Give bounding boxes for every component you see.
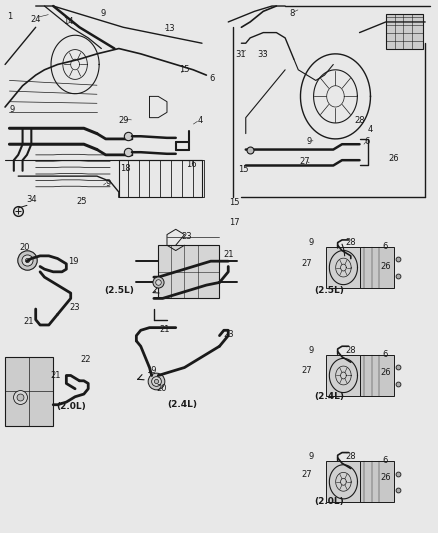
Text: 6: 6 (364, 137, 369, 146)
Text: 26: 26 (380, 473, 390, 482)
Text: 9: 9 (101, 10, 106, 19)
Text: 34: 34 (26, 195, 36, 204)
Text: 27: 27 (301, 366, 311, 375)
Text: (2.5L): (2.5L) (313, 286, 343, 295)
Text: 26: 26 (388, 154, 398, 163)
Bar (360, 462, 393, 502)
Bar (326, 355, 360, 396)
Bar (158, 245, 219, 298)
Text: 6: 6 (381, 243, 387, 252)
Bar (326, 462, 360, 502)
Text: 21: 21 (24, 317, 34, 326)
Text: (2.0L): (2.0L) (56, 402, 85, 411)
Text: 28: 28 (345, 346, 355, 355)
Text: (2.5L): (2.5L) (104, 286, 134, 295)
Text: 20: 20 (156, 384, 166, 393)
Text: 21: 21 (159, 325, 170, 334)
Text: 23: 23 (181, 232, 191, 241)
Text: 28: 28 (345, 238, 355, 247)
Text: 9: 9 (9, 105, 14, 114)
Bar (5, 357, 53, 426)
Text: 19: 19 (146, 366, 156, 375)
Text: 31: 31 (235, 51, 245, 59)
Text: 4: 4 (197, 116, 202, 125)
Text: 23: 23 (223, 330, 233, 339)
Bar (360, 355, 393, 396)
Text: 20: 20 (19, 244, 30, 253)
Text: 17: 17 (229, 218, 240, 227)
Text: 18: 18 (120, 164, 131, 173)
Text: 29: 29 (118, 116, 128, 125)
Text: 22: 22 (81, 355, 91, 364)
Bar (385, 14, 422, 49)
Text: 9: 9 (308, 452, 313, 461)
Bar (326, 247, 360, 288)
Text: (2.4L): (2.4L) (313, 392, 343, 401)
Text: 15: 15 (238, 165, 248, 174)
Text: 25: 25 (76, 197, 87, 206)
Text: 33: 33 (256, 51, 267, 59)
Text: (2.4L): (2.4L) (167, 400, 197, 409)
Text: 9: 9 (306, 137, 311, 146)
Text: 14: 14 (63, 18, 74, 27)
Text: 21: 21 (223, 251, 233, 260)
Bar (360, 247, 393, 288)
Text: 19: 19 (67, 257, 78, 265)
Text: 26: 26 (380, 368, 390, 377)
Text: 27: 27 (301, 260, 311, 268)
Text: 6: 6 (208, 74, 214, 83)
Text: 8: 8 (288, 10, 294, 19)
Text: 9: 9 (308, 346, 313, 355)
Text: (2.0L): (2.0L) (313, 497, 343, 506)
Text: 15: 15 (179, 66, 189, 74)
Text: 28: 28 (345, 452, 355, 461)
Text: 21: 21 (50, 371, 60, 380)
Text: 23: 23 (70, 303, 80, 312)
Text: 1: 1 (7, 12, 12, 21)
Text: 16: 16 (185, 160, 196, 169)
Text: 6: 6 (381, 456, 387, 464)
Text: 28: 28 (353, 116, 364, 125)
Text: 9: 9 (308, 238, 313, 247)
Text: 6: 6 (381, 350, 387, 359)
Text: 27: 27 (299, 157, 309, 166)
Text: 4: 4 (367, 125, 372, 134)
Text: 13: 13 (163, 24, 174, 33)
Text: 9: 9 (105, 179, 110, 188)
Text: 27: 27 (301, 471, 311, 479)
Text: 24: 24 (30, 15, 41, 24)
Text: 15: 15 (229, 198, 240, 207)
Text: 26: 26 (380, 262, 390, 271)
